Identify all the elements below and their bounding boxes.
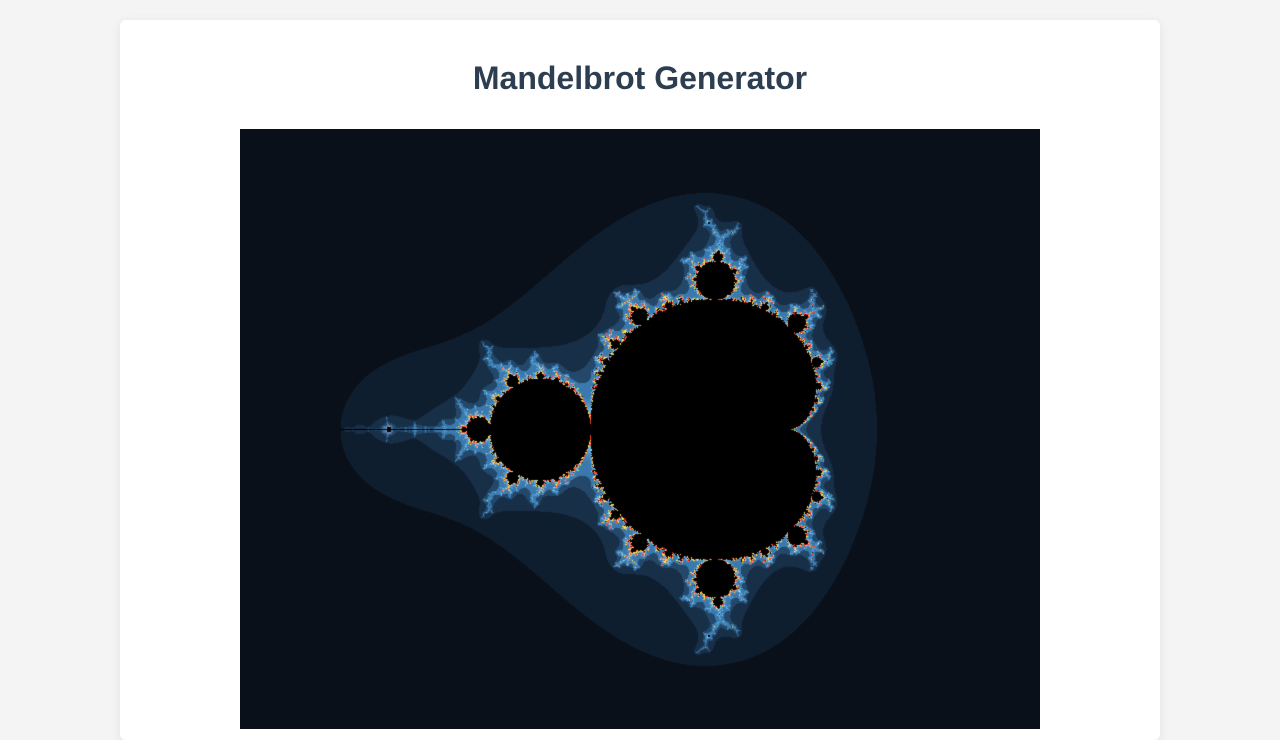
page-title: Mandelbrot Generator xyxy=(472,60,808,96)
main-card: Mandelbrot Generator xyxy=(120,20,1160,740)
mandelbrot-canvas[interactable] xyxy=(240,129,1040,729)
fractal-viewport[interactable] xyxy=(240,129,1040,729)
